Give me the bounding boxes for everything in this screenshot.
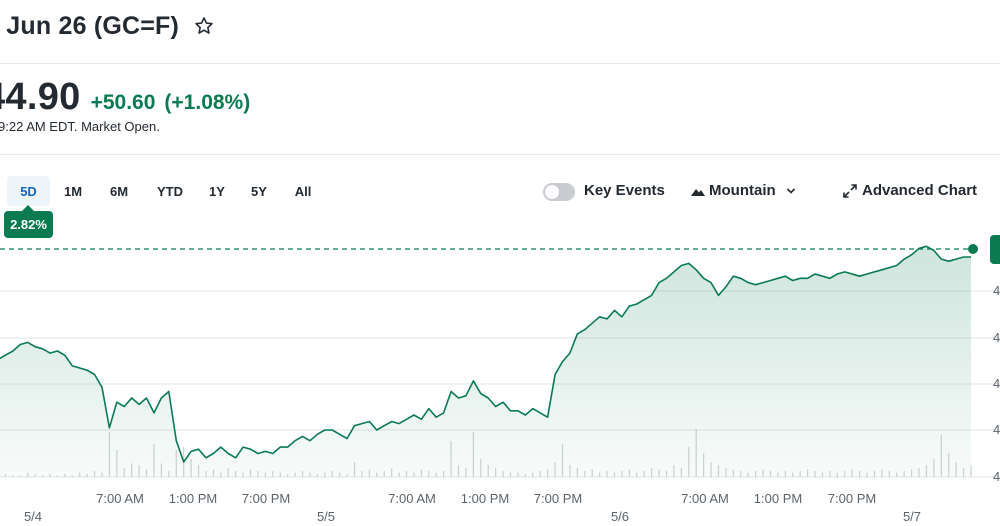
x-time-label: 1:00 PM: [169, 491, 217, 506]
x-time-label: 1:00 PM: [754, 491, 802, 506]
x-date-label: 5/5: [317, 509, 335, 524]
price-line: [0, 245, 971, 463]
chart-toolbar: 5D 1M 6M YTD 1Y 5Y All Key Events Mounta…: [0, 176, 1000, 208]
x-time-label: 7:00 PM: [534, 491, 582, 506]
toggle-knob: [545, 185, 559, 199]
price-change-percent: (+1.08%): [164, 91, 251, 114]
last-price-dot: [968, 244, 978, 254]
x-time-label: 7:00 PM: [828, 491, 876, 506]
market-time: 9:22 AM EDT. Market Open.: [0, 119, 160, 134]
last-price: 44.90: [0, 76, 81, 118]
range-6m-button[interactable]: 6M: [109, 183, 129, 199]
price-chart[interactable]: 4 4 4 4 4 7:00 AM 1:00 PM 7:00 PM 7:00 AM 1:00 P…: [0, 230, 1000, 526]
key-events-label[interactable]: Key Events: [584, 182, 665, 199]
price-change: +50.60: [90, 91, 156, 114]
x-time-label: 7:00 PM: [242, 491, 290, 506]
header-divider: [0, 63, 1000, 64]
page-title: l Jun 26 (GC=F): [0, 11, 180, 40]
x-date-label: 5/7: [903, 509, 921, 524]
y-tick-label: 4: [993, 422, 1000, 437]
range-5y-button[interactable]: 5Y: [251, 183, 267, 199]
range-all-button[interactable]: All: [294, 183, 312, 199]
range-ytd-button[interactable]: YTD: [157, 183, 183, 199]
y-tick-label: 4: [993, 469, 1000, 484]
range-1y-button[interactable]: 1Y: [209, 183, 225, 199]
x-time-label: 7:00 AM: [388, 491, 436, 506]
mountain-chart-icon: [690, 183, 706, 199]
star-outline-icon[interactable]: [193, 15, 215, 37]
range-5d-button[interactable]: 5D: [7, 176, 50, 206]
price-area: [0, 246, 971, 477]
period-change-badge: 2.82%: [4, 211, 53, 238]
current-price-tag: [990, 235, 1000, 264]
y-tick-label: 4: [993, 283, 1000, 298]
quote-divider: [0, 154, 1000, 155]
chart-type-select[interactable]: Mountain: [709, 182, 776, 199]
x-axis-labels: 7:00 AM 1:00 PM 7:00 PM 7:00 AM 1:00 PM 7:00 …: [24, 491, 921, 524]
x-time-label: 7:00 AM: [681, 491, 729, 506]
title-row: l Jun 26 (GC=F): [0, 6, 215, 46]
x-date-label: 5/6: [611, 509, 629, 524]
advanced-chart-link[interactable]: Advanced Chart: [862, 182, 978, 199]
x-time-label: 1:00 PM: [461, 491, 509, 506]
chevron-down-icon[interactable]: [785, 184, 801, 200]
y-tick-label: 4: [993, 330, 1000, 345]
quote-row: 44.90 +50.60 (+1.08%): [0, 76, 251, 118]
y-tick-label: 4: [993, 376, 1000, 391]
x-date-label: 5/4: [24, 509, 42, 524]
x-time-label: 7:00 AM: [96, 491, 144, 506]
key-events-toggle[interactable]: [543, 183, 575, 201]
range-1m-button[interactable]: 1M: [63, 183, 83, 199]
expand-icon[interactable]: [842, 183, 858, 199]
y-axis-labels: 4 4 4 4 4: [993, 283, 1000, 484]
badge-pointer: [22, 205, 34, 211]
